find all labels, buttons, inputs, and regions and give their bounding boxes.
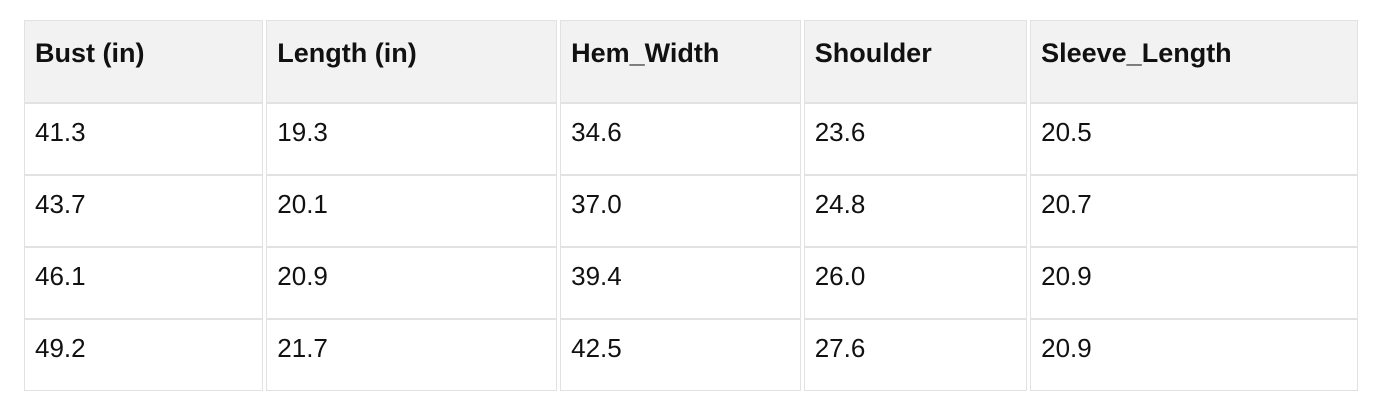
table-cell: 49.2: [24, 319, 264, 391]
table-row: 46.1 20.9 39.4 26.0 20.9: [24, 247, 1358, 319]
table-cell: 42.5: [560, 319, 801, 391]
column-header-length: Length (in): [266, 20, 558, 103]
table-cell: 21.7: [266, 319, 558, 391]
table-cell: 46.1: [24, 247, 264, 319]
table-cell: 20.7: [1030, 175, 1358, 247]
table-row: 43.7 20.1 37.0 24.8 20.7: [24, 175, 1358, 247]
column-header-sleeve-length: Sleeve_Length: [1030, 20, 1358, 103]
table-row: 41.3 19.3 34.6 23.6 20.5: [24, 103, 1358, 175]
table-cell: 43.7: [24, 175, 264, 247]
table-cell: 20.9: [266, 247, 558, 319]
table-cell: 24.8: [803, 175, 1028, 247]
table-cell: 39.4: [560, 247, 801, 319]
table-cell: 27.6: [803, 319, 1028, 391]
table-cell: 20.9: [1030, 319, 1358, 391]
header-row: Bust (in) Length (in) Hem_Width Shoulder…: [24, 20, 1358, 103]
table-cell: 20.9: [1030, 247, 1358, 319]
table-row: 49.2 21.7 42.5 27.6 20.9: [24, 319, 1358, 391]
table-cell: 20.1: [266, 175, 558, 247]
table-cell: 20.5: [1030, 103, 1358, 175]
table-cell: 23.6: [803, 103, 1028, 175]
table-cell: 37.0: [560, 175, 801, 247]
table-cell: 34.6: [560, 103, 801, 175]
table-cell: 26.0: [803, 247, 1028, 319]
column-header-hem-width: Hem_Width: [560, 20, 801, 103]
column-header-bust: Bust (in): [24, 20, 264, 103]
size-measurements-table: Bust (in) Length (in) Hem_Width Shoulder…: [21, 20, 1361, 391]
table-cell: 41.3: [24, 103, 264, 175]
table-cell: 19.3: [266, 103, 558, 175]
column-header-shoulder: Shoulder: [803, 20, 1028, 103]
